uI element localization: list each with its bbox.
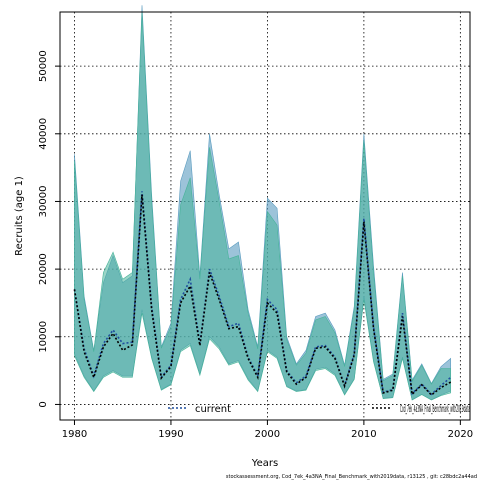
legend-label-benchmark: Cod_7ek_4a3NA_Final_Benchmark_with2019da… — [400, 404, 470, 415]
plot-frame — [59, 11, 471, 421]
y-tick-label-20000: 20000 — [38, 253, 49, 285]
legend: current Cod_7ek_4a3NA_Final_Benchmark_wi… — [168, 404, 470, 415]
footer-note: stockassessment.org, Cod_7ek_4a3NA_Final… — [226, 474, 477, 480]
y-tick-label-50000: 50000 — [38, 50, 49, 82]
x-tick-label-2020: 2020 — [448, 429, 473, 440]
estimate-lines — [73, 191, 452, 397]
series-line-benchmark — [73, 194, 452, 397]
series-line-current — [73, 191, 452, 396]
y-tick-label-30000: 30000 — [38, 186, 49, 218]
x-tick-label-1980: 1980 — [62, 429, 87, 440]
confidence-bands — [74, 5, 452, 401]
y-tick-label-10000: 10000 — [38, 321, 49, 353]
legend-label-current: current — [195, 404, 231, 415]
x-tick-label-2000: 2000 — [255, 429, 280, 440]
y-tick-label-40000: 40000 — [38, 118, 49, 150]
x-tick-label-1990: 1990 — [158, 429, 183, 440]
x-axis-title: Years — [251, 458, 278, 469]
confidence-band-benchmark — [74, 11, 452, 401]
y-axis-title: Recruits (age 1) — [14, 176, 25, 256]
x-tick-label-2010: 2010 — [351, 429, 376, 440]
axes: 1980 1990 2000 2010 2020 0 10000 20000 30000 4000… — [38, 11, 473, 440]
y-tick-label-0: 0 — [38, 401, 49, 407]
